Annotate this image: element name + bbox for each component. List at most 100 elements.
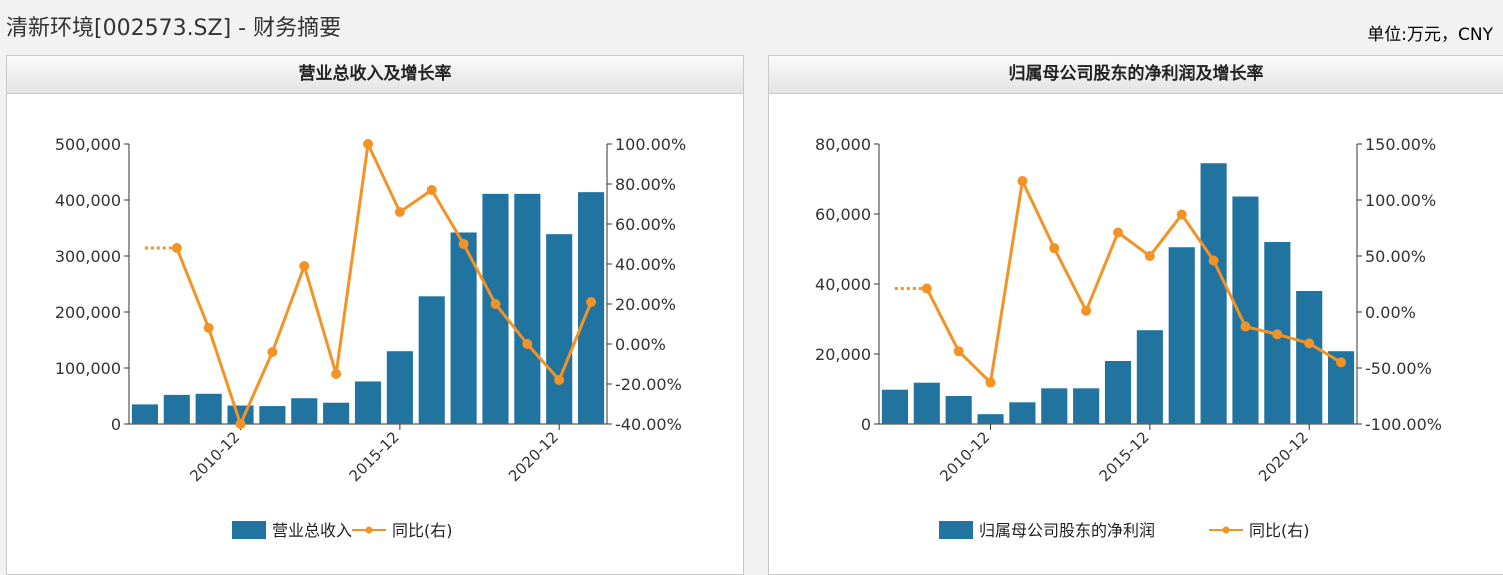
growth-point [1081, 305, 1092, 316]
growth-point [299, 261, 310, 271]
y-left-tick-label: 300,000 [55, 247, 121, 266]
net-profit-chart-panel: 归属母公司股东的净利润及增长率 0 20,000 40,000 60,000 80,00… [768, 55, 1503, 575]
y-left-tick-label: 400,000 [55, 191, 121, 210]
y-right-tick-label: -100.00% [1365, 415, 1442, 434]
growth-point [458, 239, 469, 249]
revenue-chart-panel: 营业总收入及增长率 0 100,000 200,000 300,000 400,000 5… [6, 55, 744, 575]
growth-point [363, 139, 373, 149]
growth-point [235, 419, 246, 429]
growth-point [1272, 329, 1283, 340]
growth-point [953, 346, 964, 357]
bar [450, 232, 477, 424]
y-right-tick-label: 100.00% [1365, 191, 1436, 210]
growth-point [1336, 357, 1347, 368]
revenue-chart: 0 100,000 200,000 300,000 400,000 500,000 -40.… [55, 135, 686, 540]
y-left-tick-label: 100,000 [55, 359, 121, 378]
growth-point [426, 185, 437, 195]
y-right-tick-label: -50.00% [1365, 359, 1432, 378]
y-left-tick-label: 500,000 [55, 135, 121, 154]
y-left-tick-label: 40,000 [815, 275, 871, 294]
y-right-tick-label: -40.00% [615, 415, 682, 434]
bar [881, 389, 908, 424]
growth-point [394, 207, 405, 217]
bar [1136, 330, 1163, 424]
bar [1104, 361, 1132, 424]
y-left-tick-label: 0 [861, 415, 871, 434]
bar [195, 393, 222, 424]
legend-line-label: 同比(右) [392, 521, 453, 540]
growth-point [331, 369, 342, 379]
growth-point [1208, 255, 1219, 266]
bar [1009, 402, 1036, 424]
bar [163, 394, 190, 424]
legend-line-marker [1222, 526, 1230, 534]
bar [131, 404, 158, 424]
legend-bar-label: 归属母公司股东的净利润 [979, 521, 1155, 540]
growth-line [925, 179, 1342, 385]
growth-point [171, 243, 182, 253]
growth-point [267, 347, 278, 357]
bar [514, 193, 541, 424]
bar [1041, 388, 1068, 424]
x-tick-label: 2020-12 [1255, 428, 1312, 485]
y-right-tick-label: 80.00% [615, 175, 676, 194]
legend-bar-swatch [232, 521, 266, 539]
growth-point [1144, 251, 1155, 261]
growth-point [522, 339, 533, 349]
bar [1200, 163, 1227, 424]
growth-point [586, 297, 597, 307]
bar [418, 296, 445, 424]
y-right-tick-label: -20.00% [615, 375, 682, 394]
bar [913, 382, 940, 424]
growth-point [1017, 175, 1028, 186]
y-left-tick-label: 0 [111, 415, 121, 434]
bar [945, 396, 972, 424]
growth-point [1113, 227, 1123, 238]
bar [291, 398, 318, 424]
net-profit-chart: 0 20,000 40,000 60,000 80,000 -100.00% -50.00%… [815, 135, 1442, 540]
bar [354, 381, 382, 424]
y-right-tick-label: 0.00% [615, 335, 666, 354]
y-left-tick-label: 80,000 [815, 135, 871, 154]
y-left-tick-label: 20,000 [815, 345, 871, 364]
growth-point [1176, 209, 1187, 220]
unit-label: 单位:万元，CNY [1367, 25, 1493, 45]
x-tick-label: 2010-12 [936, 428, 993, 485]
y-right-tick-label: 50.00% [1365, 247, 1426, 266]
bar [546, 234, 573, 424]
page-title: 清新环境[002573.SZ] - 财务摘要 [6, 16, 342, 41]
growth-point [985, 377, 996, 388]
legend-bar-label: 营业总收入 [272, 521, 352, 540]
y-right-tick-label: 20.00% [615, 295, 676, 314]
y-right-tick-label: 0.00% [1365, 303, 1416, 322]
growth-point [490, 299, 501, 309]
x-tick-label: 2015-12 [346, 428, 403, 485]
revenue-chart-title: 营业总收入及增长率 [7, 56, 743, 94]
growth-point [1049, 243, 1060, 254]
bar [259, 406, 286, 424]
legend-line-label: 同比(右) [1249, 521, 1310, 540]
net-profit-chart-title: 归属母公司股东的净利润及增长率 [769, 56, 1503, 94]
bar [386, 351, 413, 424]
growth-point [554, 375, 565, 385]
x-tick-label: 2020-12 [505, 428, 562, 485]
growth-point [921, 283, 932, 294]
y-right-tick-label: 40.00% [615, 255, 676, 274]
bar [1296, 291, 1323, 424]
bar [578, 192, 605, 424]
legend-bar-swatch [939, 521, 973, 539]
bar [1073, 388, 1100, 424]
x-tick-label: 2010-12 [186, 428, 243, 485]
y-right-tick-label: 100.00% [615, 135, 686, 154]
x-tick-label: 2015-12 [1096, 428, 1153, 485]
growth-point [1304, 338, 1315, 349]
y-left-tick-label: 200,000 [55, 303, 121, 322]
bar [977, 414, 1004, 424]
legend-line-marker [365, 526, 373, 534]
growth-point [1240, 321, 1251, 332]
growth-point [203, 323, 214, 333]
growth-line [175, 142, 593, 426]
y-left-tick-label: 60,000 [815, 205, 871, 224]
bar [1168, 247, 1195, 424]
y-right-tick-label: 150.00% [1365, 135, 1436, 154]
